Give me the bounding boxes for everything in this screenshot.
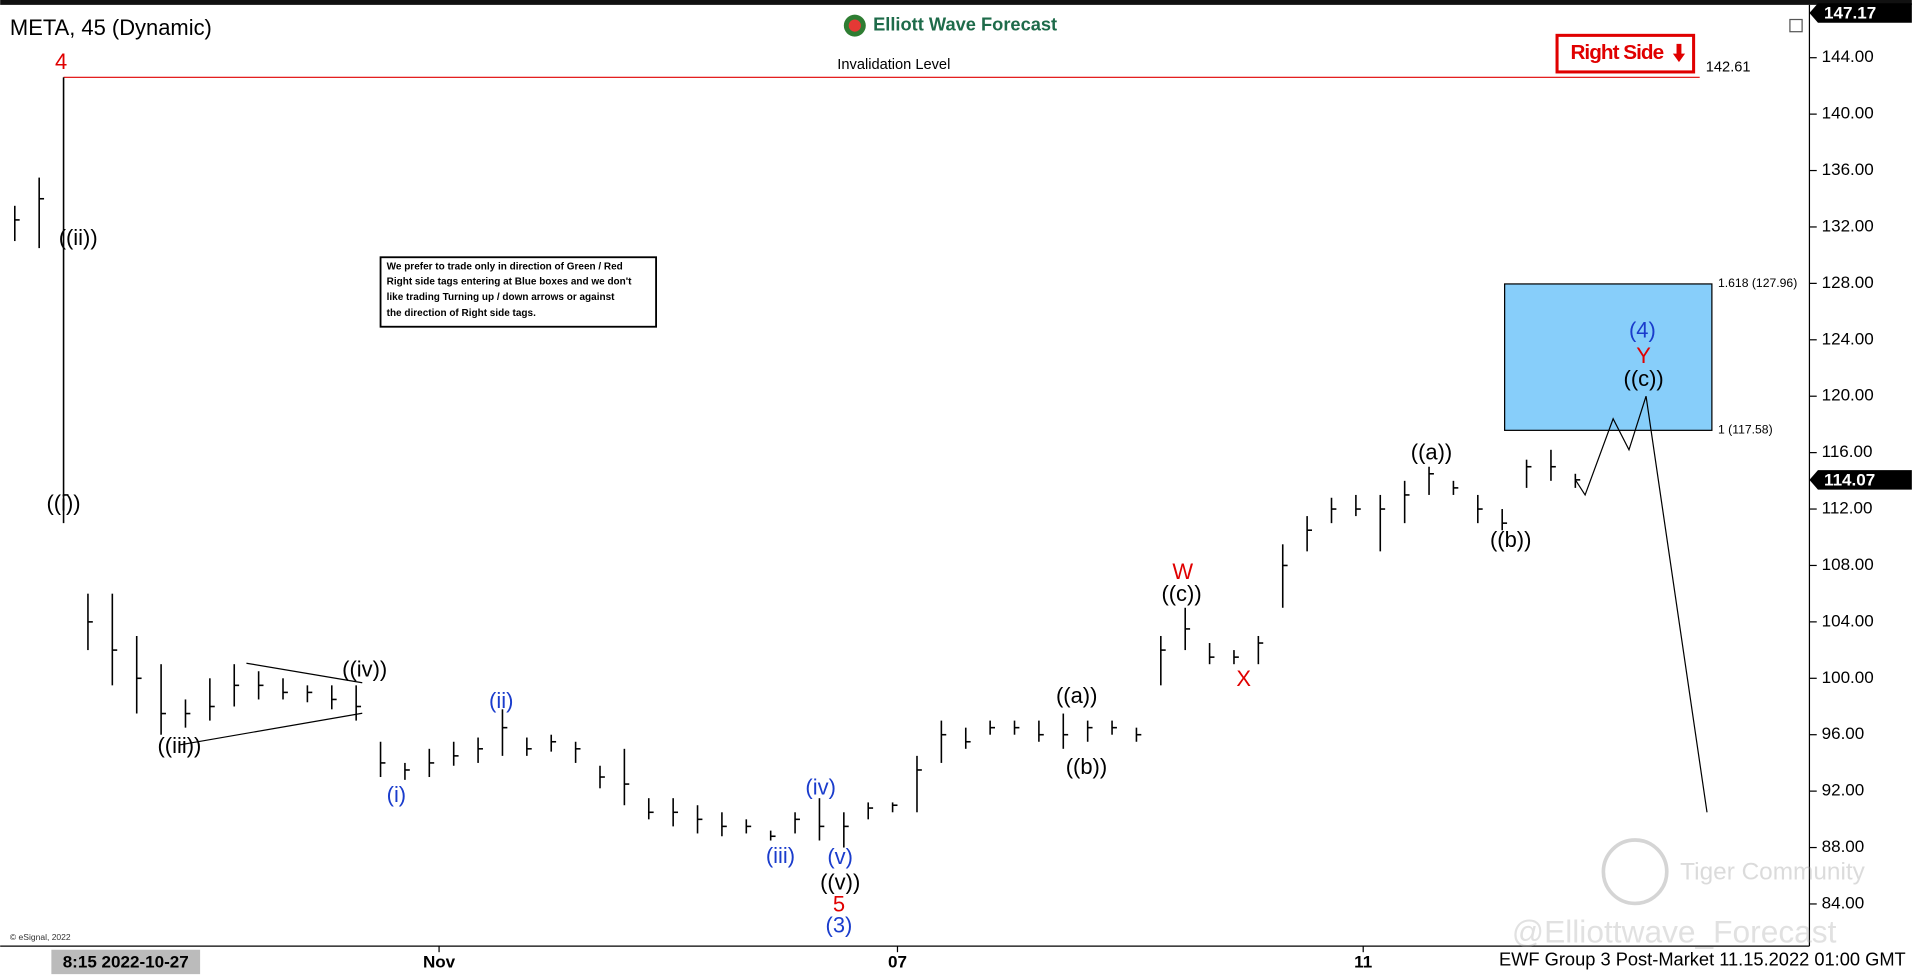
triangle-line <box>246 662 363 684</box>
y-tick-label: 84.00 <box>1822 893 1865 912</box>
wave-label: (i) <box>387 782 407 807</box>
top-border <box>0 0 1912 5</box>
watermark: Tiger Community @Elliottwave_Forecast <box>1512 838 1866 949</box>
x-tick-label: Nov <box>423 953 456 972</box>
wave-label: (iv) <box>805 775 835 800</box>
cursor-label-box <box>51 949 201 975</box>
last-price: 114.07 <box>1824 471 1875 490</box>
logo-icon-inner <box>848 19 861 32</box>
chart-title: META, 45 (Dynamic) <box>10 15 212 40</box>
y-tick-label: 140.00 <box>1822 104 1874 123</box>
invalidation-value: 142.61 <box>1706 59 1751 75</box>
tag-box <box>1555 33 1696 74</box>
brand-name: Elliott Wave Forecast <box>873 13 1057 34</box>
note-line: the direction of Right side tags. <box>387 308 536 319</box>
wave-label: ((b)) <box>1490 527 1531 552</box>
y-tick-label: 104.00 <box>1822 611 1874 630</box>
triangle-lines <box>179 662 363 746</box>
y-tick-label: 124.00 <box>1822 329 1874 348</box>
y-tick-label: 100.00 <box>1822 668 1874 687</box>
y-tick-label: 96.00 <box>1822 724 1865 743</box>
top-price: 147.17 <box>1824 4 1876 23</box>
wave-label: ((i)) <box>47 491 81 516</box>
top-price-box <box>1809 3 1912 23</box>
footer: EWF Group 3 Post-Market 11.15.2022 01:00… <box>1499 949 1906 970</box>
note-line: Right side tags entering at Blue boxes a… <box>387 276 632 287</box>
x-tick-label: 11 <box>1354 953 1372 972</box>
wave-label: (4) <box>1629 317 1656 342</box>
y-tick-label: 116.00 <box>1822 442 1873 461</box>
wave-label: ((b)) <box>1066 754 1107 779</box>
window-icon <box>1789 18 1803 33</box>
x-tick-label: 07 <box>888 953 907 972</box>
copyright: © eSignal, 2022 <box>10 932 71 942</box>
tag-arrow <box>1672 43 1686 63</box>
tag-text: Right Side <box>1570 41 1663 64</box>
note-line: like trading Turning up / down arrows or… <box>387 292 615 303</box>
wave-label: (3) <box>826 912 853 937</box>
y-tick-label: 144.00 <box>1822 47 1874 66</box>
projection-path <box>1574 396 1708 813</box>
right-side-tag: Right Side <box>1555 33 1696 74</box>
note-frame <box>379 256 657 328</box>
wave-label: 5 <box>833 892 845 917</box>
watermark-text: Tiger Community <box>1680 858 1865 885</box>
wave-label: (ii) <box>489 688 513 713</box>
invalidation-label: Invalidation Level <box>837 57 950 73</box>
wave-label: ((c)) <box>1624 366 1664 391</box>
triangle-line <box>179 712 363 746</box>
wave-label: ((v)) <box>820 870 860 895</box>
wave-label: ((iv)) <box>342 656 387 681</box>
last-price-box <box>1809 470 1912 490</box>
y-tick-label: 132.00 <box>1822 216 1874 235</box>
watermark-text: @Elliottwave_Forecast <box>1512 913 1837 949</box>
fib-layer <box>1504 283 1713 431</box>
y-tick-label: 92.00 <box>1822 781 1865 800</box>
wave-label: (v) <box>827 844 853 869</box>
note-line: We prefer to trade only in direction of … <box>387 262 623 273</box>
wave-label: ((a)) <box>1411 439 1452 464</box>
wave-label: ((a)) <box>1056 683 1097 708</box>
wave-label: ((c)) <box>1161 581 1201 606</box>
wave-label: ((iii)) <box>157 733 201 758</box>
y-tick-label: 112.00 <box>1822 499 1873 518</box>
fib-label: 1 (117.58) <box>1718 423 1773 437</box>
y-tick-label: 128.00 <box>1822 273 1874 292</box>
wave-label: ((ii)) <box>59 225 98 250</box>
note-box: We prefer to trade only in direction of … <box>379 256 657 328</box>
cursor-time-label: 8:15 2022-10-27 <box>63 953 189 972</box>
wave-label: (iii) <box>766 843 795 868</box>
fib-label: 1.618 (127.96) <box>1718 276 1797 290</box>
wave-label: 4 <box>55 49 67 74</box>
y-tick-label: 108.00 <box>1822 555 1874 574</box>
fib-box <box>1504 283 1713 431</box>
brand-logo: Elliott Wave Forecast <box>843 13 1057 37</box>
y-tick-label: 88.00 <box>1822 837 1865 856</box>
y-tick-label: 120.00 <box>1822 386 1874 405</box>
y-tick-label: 136.00 <box>1822 160 1874 179</box>
wave-label: X <box>1236 666 1251 691</box>
watermark-icon <box>1601 838 1669 906</box>
wave-label: W <box>1172 559 1193 584</box>
wave-label: Y <box>1636 343 1651 368</box>
